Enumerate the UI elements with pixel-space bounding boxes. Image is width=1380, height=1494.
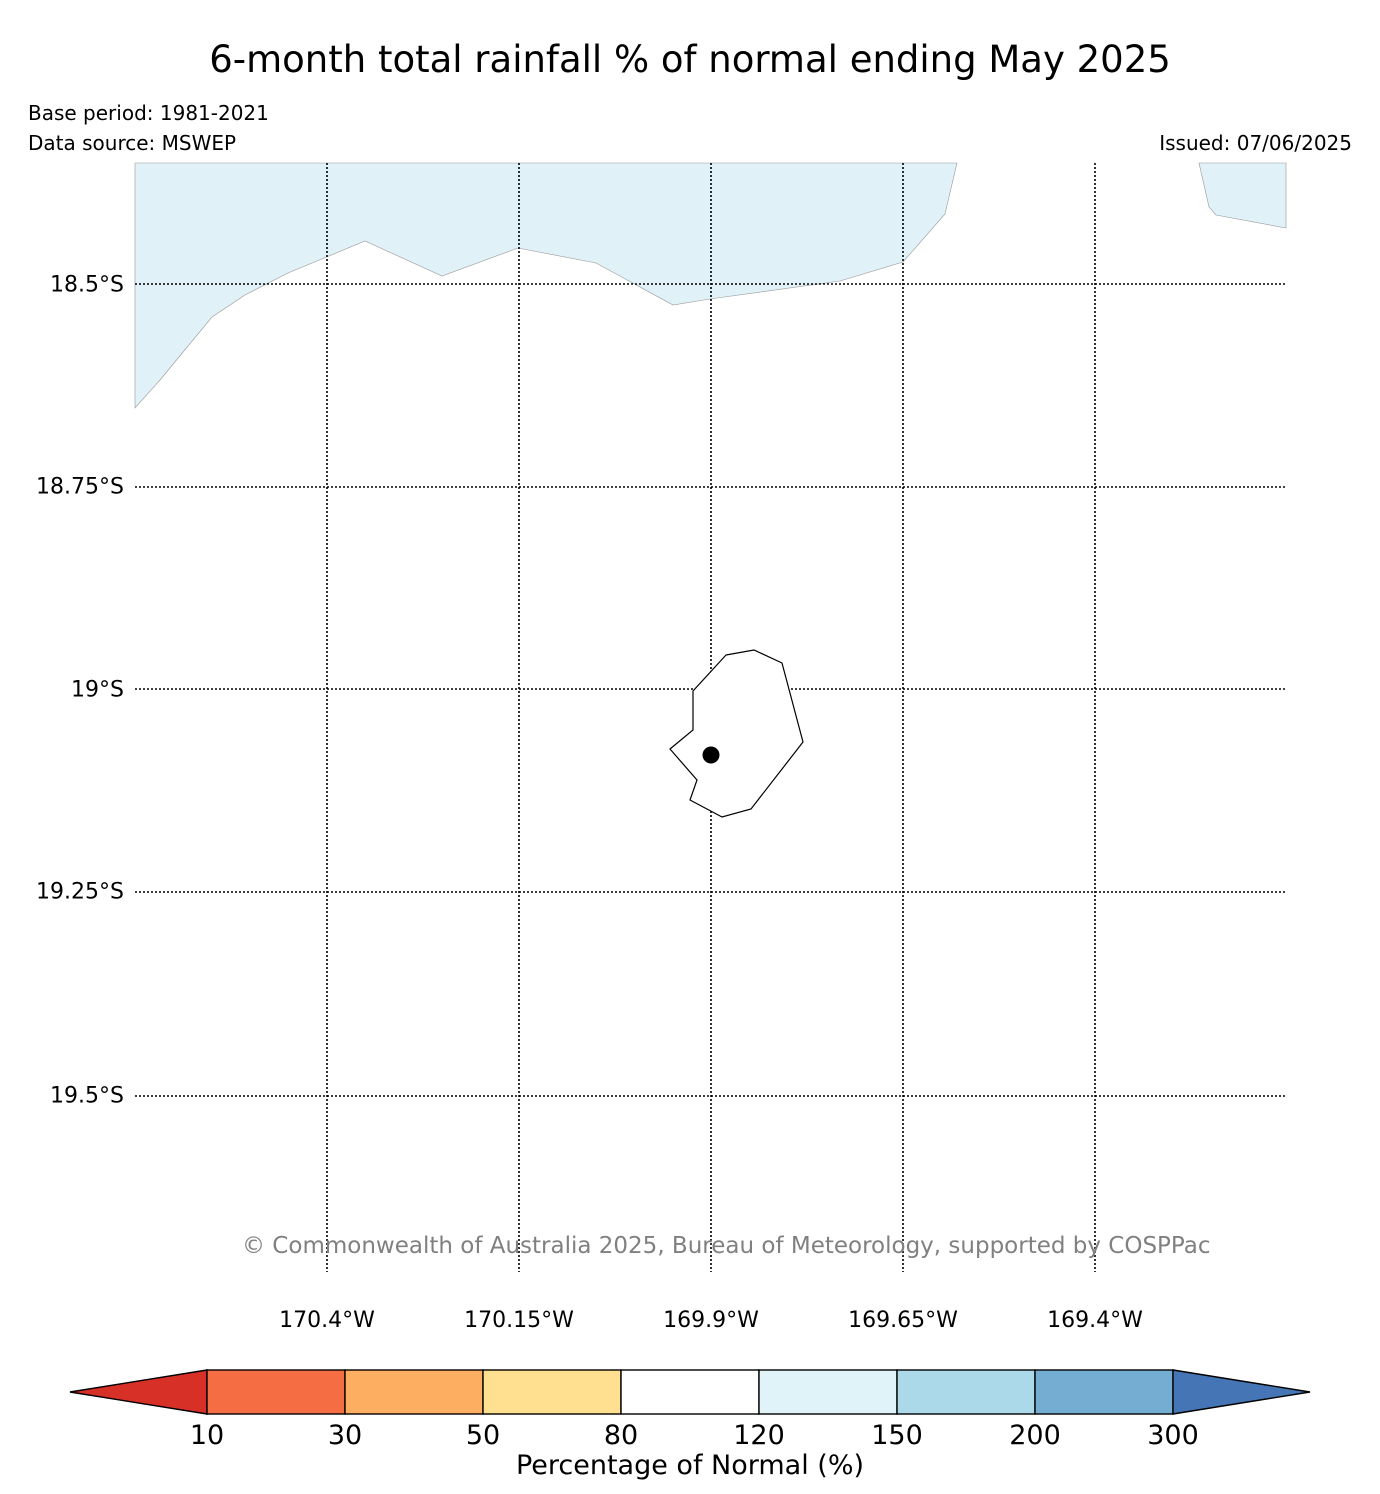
colorbar-title: Percentage of Normal (%) — [515, 1450, 865, 1481]
lon-label-169-9: 169.9°W — [663, 1308, 759, 1333]
lat-label-19: 19°S — [71, 677, 124, 703]
colorbar-segment-above-300 — [1172, 1369, 1311, 1415]
lon-label-169-4: 169.4°W — [1047, 1308, 1143, 1333]
niue-coastline — [669, 649, 804, 818]
copyright-notice: © Commonwealth of Australia 2025, Bureau… — [242, 1233, 1211, 1259]
lat-label-19-25: 19.25°S — [36, 879, 124, 905]
rainfall-contour-120-150-east — [1198, 162, 1287, 229]
colorbar-tick-150: 150 — [871, 1420, 923, 1451]
lat-label-18-75: 18.75°S — [36, 474, 124, 500]
issued-date-text: Issued: 07/06/2025 — [1159, 131, 1352, 155]
colorbar-segment-120-150 — [758, 1369, 898, 1415]
lon-label-170-4: 170.4°W — [279, 1308, 375, 1333]
lat-label-18-5: 18.5°S — [50, 272, 124, 298]
longitude-gridlines — [326, 163, 1096, 1272]
colorbar-segment-below-10 — [69, 1369, 208, 1415]
colorbar-tick-50: 50 — [465, 1420, 501, 1451]
colorbar-tick-300: 300 — [1147, 1420, 1199, 1451]
colorbar-segment-80-120 — [620, 1369, 760, 1415]
colorbar-segment-200-300 — [1034, 1369, 1174, 1415]
lon-label-169-65: 169.65°W — [848, 1308, 958, 1333]
colorbar-segment-30-50 — [344, 1369, 484, 1415]
colorbar-segment-50-80 — [482, 1369, 622, 1415]
base-period-text: Base period: 1981-2021 — [28, 101, 269, 125]
lon-label-170-15: 170.15°W — [464, 1308, 574, 1333]
colorbar-tick-80: 80 — [603, 1420, 639, 1451]
colorbar-tick-200: 200 — [1009, 1420, 1061, 1451]
rainfall-contour-120-150 — [134, 162, 958, 409]
colorbar-tick-30: 30 — [327, 1420, 363, 1451]
map-title: 6-month total rainfall % of normal endin… — [209, 38, 1171, 81]
data-source-text: Data source: MSWEP — [28, 131, 237, 155]
colorbar-tick-10: 10 — [189, 1420, 225, 1451]
station-marker — [702, 746, 720, 764]
lat-label-19-5: 19.5°S — [50, 1083, 124, 1109]
colorbar — [69, 1369, 1311, 1415]
colorbar-segment-10-30 — [206, 1369, 346, 1415]
colorbar-tick-120: 120 — [733, 1420, 785, 1451]
colorbar-segment-150-200 — [896, 1369, 1036, 1415]
